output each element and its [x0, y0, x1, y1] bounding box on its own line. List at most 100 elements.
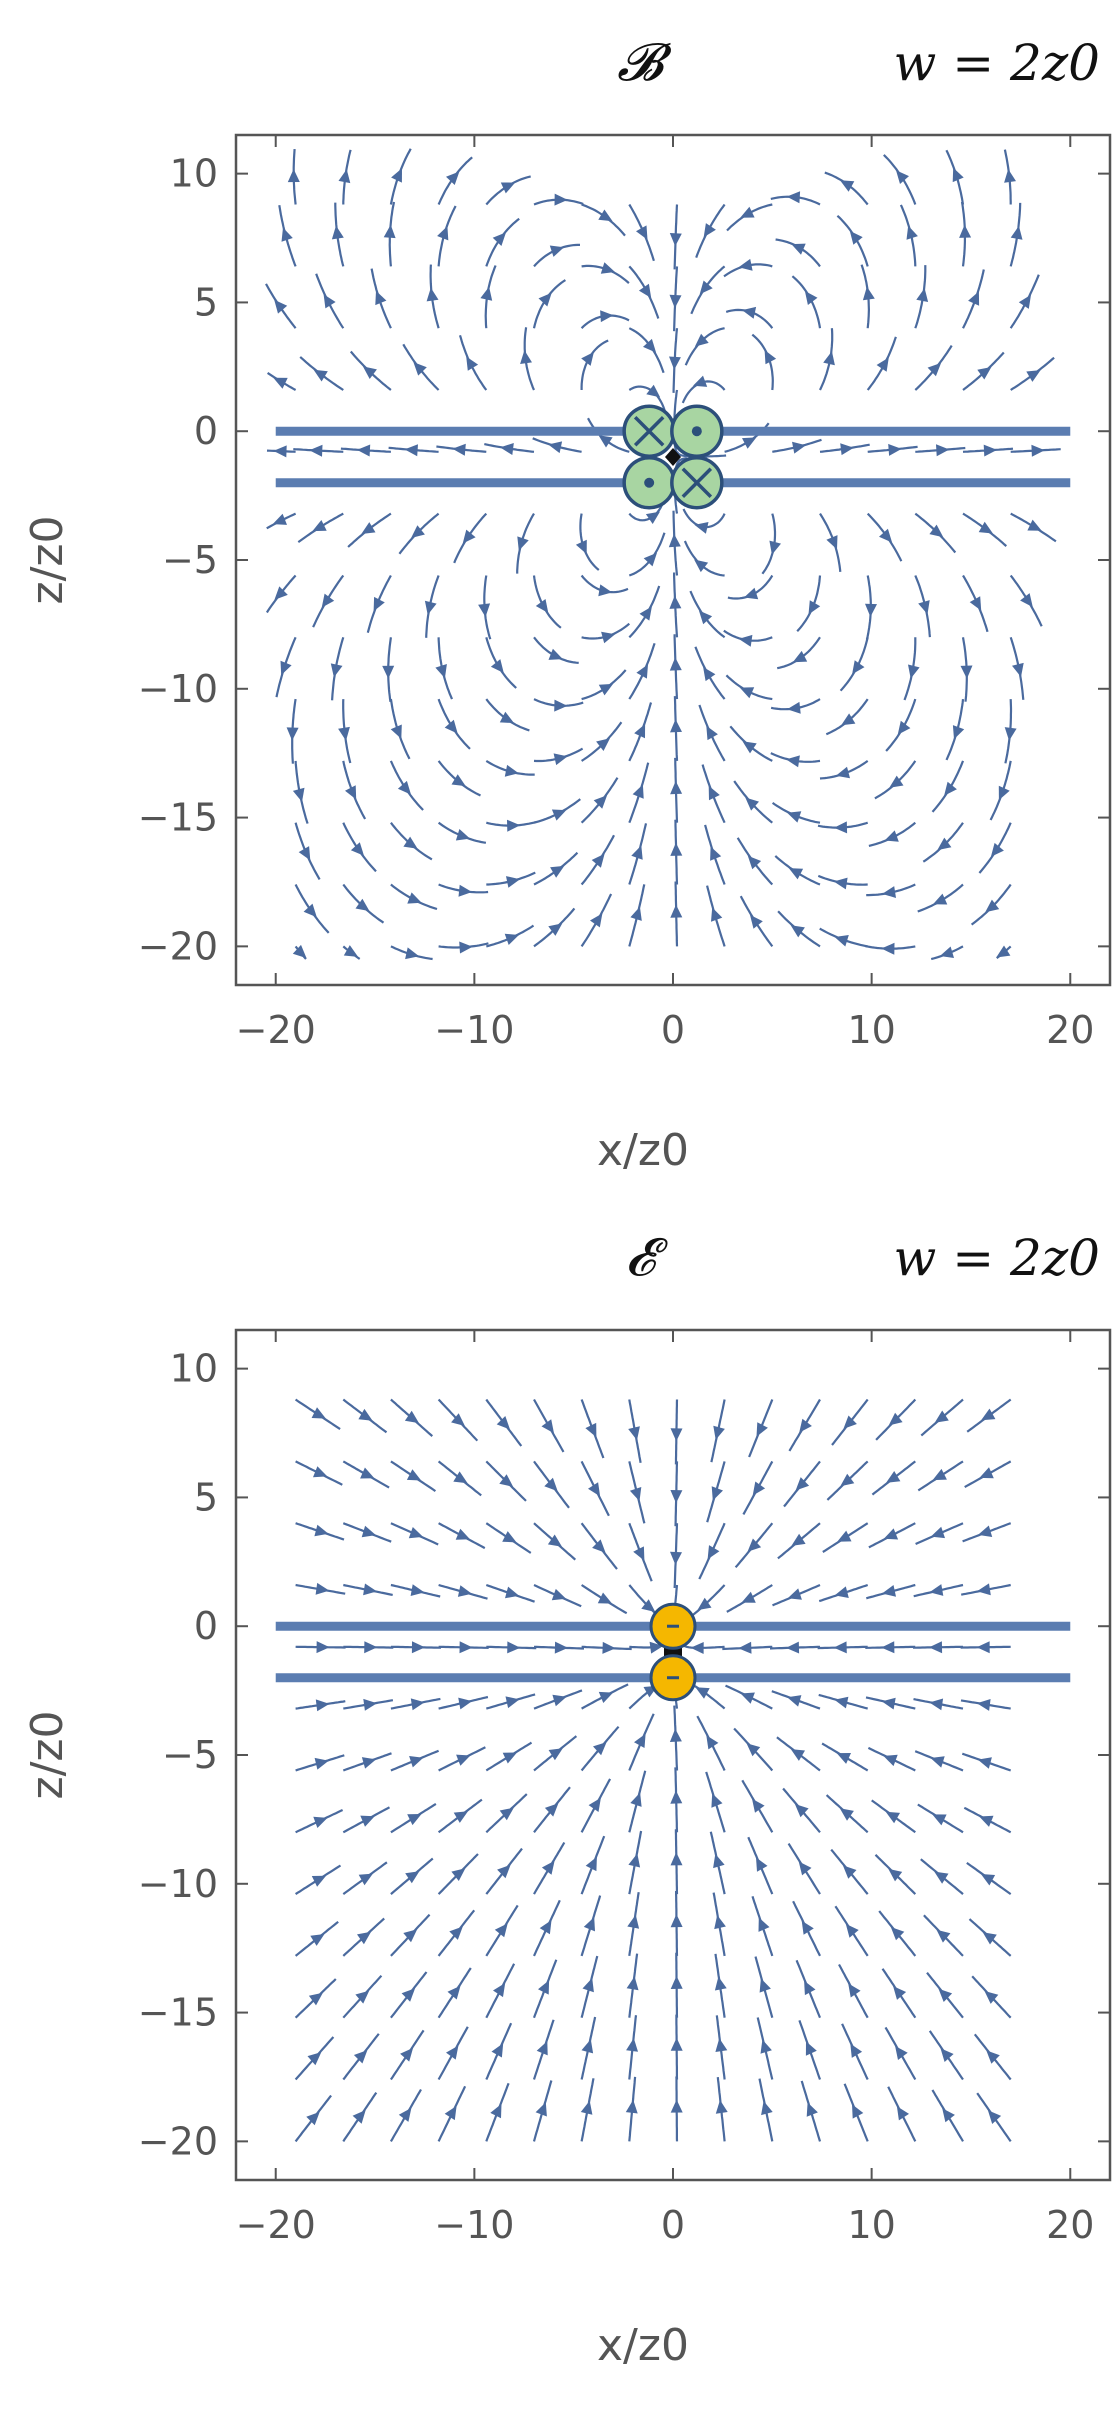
- streamline-arrow: [881, 1697, 896, 1710]
- streamline-arrow: [969, 596, 982, 611]
- streamline-arrow: [790, 1749, 805, 1761]
- streamline-arrow: [998, 785, 1010, 801]
- streamline-arrow: [634, 724, 646, 739]
- streamline-arrow: [602, 1641, 616, 1654]
- streamline-arrow: [840, 180, 855, 192]
- streamline-arrow: [929, 1584, 944, 1596]
- x-tick-label: 10: [847, 1008, 895, 1052]
- x-tick-label: 20: [1046, 2203, 1094, 2247]
- y-tick-label: −20: [138, 924, 218, 968]
- streamline-arrow: [588, 1797, 601, 1812]
- streamline-arrow: [890, 1927, 905, 1941]
- streamline-arrow: [455, 829, 471, 841]
- streamline-arrow: [940, 2048, 954, 2062]
- streamline-arrow: [845, 1923, 859, 1938]
- streamline-arrow: [272, 513, 287, 525]
- streamline-arrow: [742, 306, 757, 319]
- streamline-arrow: [593, 795, 608, 809]
- streamline-arrow: [881, 1641, 895, 1654]
- y-tick-label: 10: [170, 1347, 218, 1391]
- streamline-arrow: [591, 853, 605, 868]
- streamline-arrow: [598, 435, 613, 448]
- streamline-arrow: [985, 899, 1000, 913]
- streamline-arrow: [918, 600, 930, 615]
- streamline-arrow: [627, 1914, 640, 1929]
- streamline-arrow: [889, 775, 904, 788]
- streamline-arrow: [804, 291, 818, 305]
- streamline-arrow: [311, 1875, 327, 1887]
- panel-0: −20 −10 0 10 20 −20 −15 −10 −5 0 5 10 x/z0 z/z0 𝓑 w = 2…: [22, 33, 1112, 1176]
- streamline-arrow: [669, 356, 681, 370]
- streamline-arrow: [364, 1641, 378, 1654]
- streamline-arrow: [693, 375, 708, 387]
- streamline-arrow: [862, 286, 875, 301]
- streamline-arrow: [358, 1873, 373, 1886]
- streamline-arrow: [316, 1641, 330, 1654]
- streamline-arrow: [930, 1756, 945, 1768]
- streamline-arrow: [639, 606, 652, 621]
- streamline-arrow: [306, 2111, 320, 2126]
- plot-frame: [234, 133, 1112, 987]
- streamline-arrow: [548, 441, 563, 454]
- streamline-arrow: [883, 1528, 899, 1540]
- streamline-arrow: [834, 1586, 849, 1598]
- streamline-arrow: [1004, 727, 1017, 741]
- streamline-arrow: [849, 230, 863, 245]
- streamline-arrow: [960, 665, 973, 679]
- streamline-arrow: [879, 528, 893, 543]
- streamline-arrow: [496, 1416, 510, 1430]
- y-tick-label: −10: [138, 667, 218, 711]
- streamline-arrow: [345, 785, 357, 800]
- streamline-arrow: [669, 294, 682, 309]
- streamline-arrow: [553, 753, 568, 766]
- x-axis-label: x/z0: [597, 2320, 689, 2371]
- streamline-arrow: [403, 836, 418, 849]
- streamline-arrow: [626, 1976, 639, 1991]
- streamline-arrow: [500, 443, 514, 455]
- streamline-arrow: [643, 552, 657, 567]
- streamline-arrow: [598, 683, 614, 696]
- streamline-arrow: [668, 533, 681, 548]
- streamline: [683, 540, 725, 577]
- streamline-arrow: [670, 1551, 682, 1565]
- x-tick-label: −20: [236, 1008, 316, 1052]
- streamline-arrow: [361, 1525, 376, 1538]
- streamline-arrow: [307, 2052, 322, 2066]
- streamline-arrow: [739, 687, 755, 699]
- streamline-arrow: [361, 1757, 377, 1769]
- streamline-arrow: [632, 784, 644, 799]
- streamline-arrow: [990, 842, 1004, 857]
- streamline-arrow: [504, 764, 519, 777]
- streamline-arrow: [554, 1641, 568, 1654]
- streamline-arrow: [459, 1641, 473, 1654]
- streamline-arrow: [551, 1588, 567, 1601]
- streamline-arrow: [643, 338, 657, 353]
- streamline-arrow: [840, 443, 854, 456]
- streamline-arrow: [787, 1695, 802, 1707]
- streamline-arrow: [695, 1687, 710, 1699]
- streamline-arrow: [311, 1407, 326, 1419]
- streamline-arrow: [787, 1588, 802, 1600]
- streamline-arrow: [287, 169, 300, 183]
- source-into-page: [670, 455, 724, 510]
- streamline-arrow: [986, 2050, 1000, 2064]
- streamline-arrow: [478, 603, 491, 617]
- streamline: [684, 327, 725, 366]
- streamline-arrow: [391, 168, 402, 183]
- streamline-arrow: [449, 1926, 463, 1940]
- streamline-arrow: [740, 206, 755, 218]
- streamline-arrow: [535, 2102, 547, 2117]
- streamline-arrow: [670, 2099, 683, 2113]
- y-tick-label: 10: [170, 152, 218, 196]
- streamline: [628, 327, 665, 374]
- streamline-arrow: [405, 947, 420, 960]
- streamline-arrow: [897, 720, 911, 735]
- streamline-arrow: [453, 1811, 468, 1823]
- streamline-arrow: [338, 726, 350, 741]
- streamline-arrow: [629, 1487, 642, 1502]
- streamline-arrow: [929, 524, 944, 538]
- streamline-arrow: [312, 520, 327, 532]
- streamline-arrow: [977, 1757, 992, 1769]
- streamline-arrow: [790, 925, 805, 938]
